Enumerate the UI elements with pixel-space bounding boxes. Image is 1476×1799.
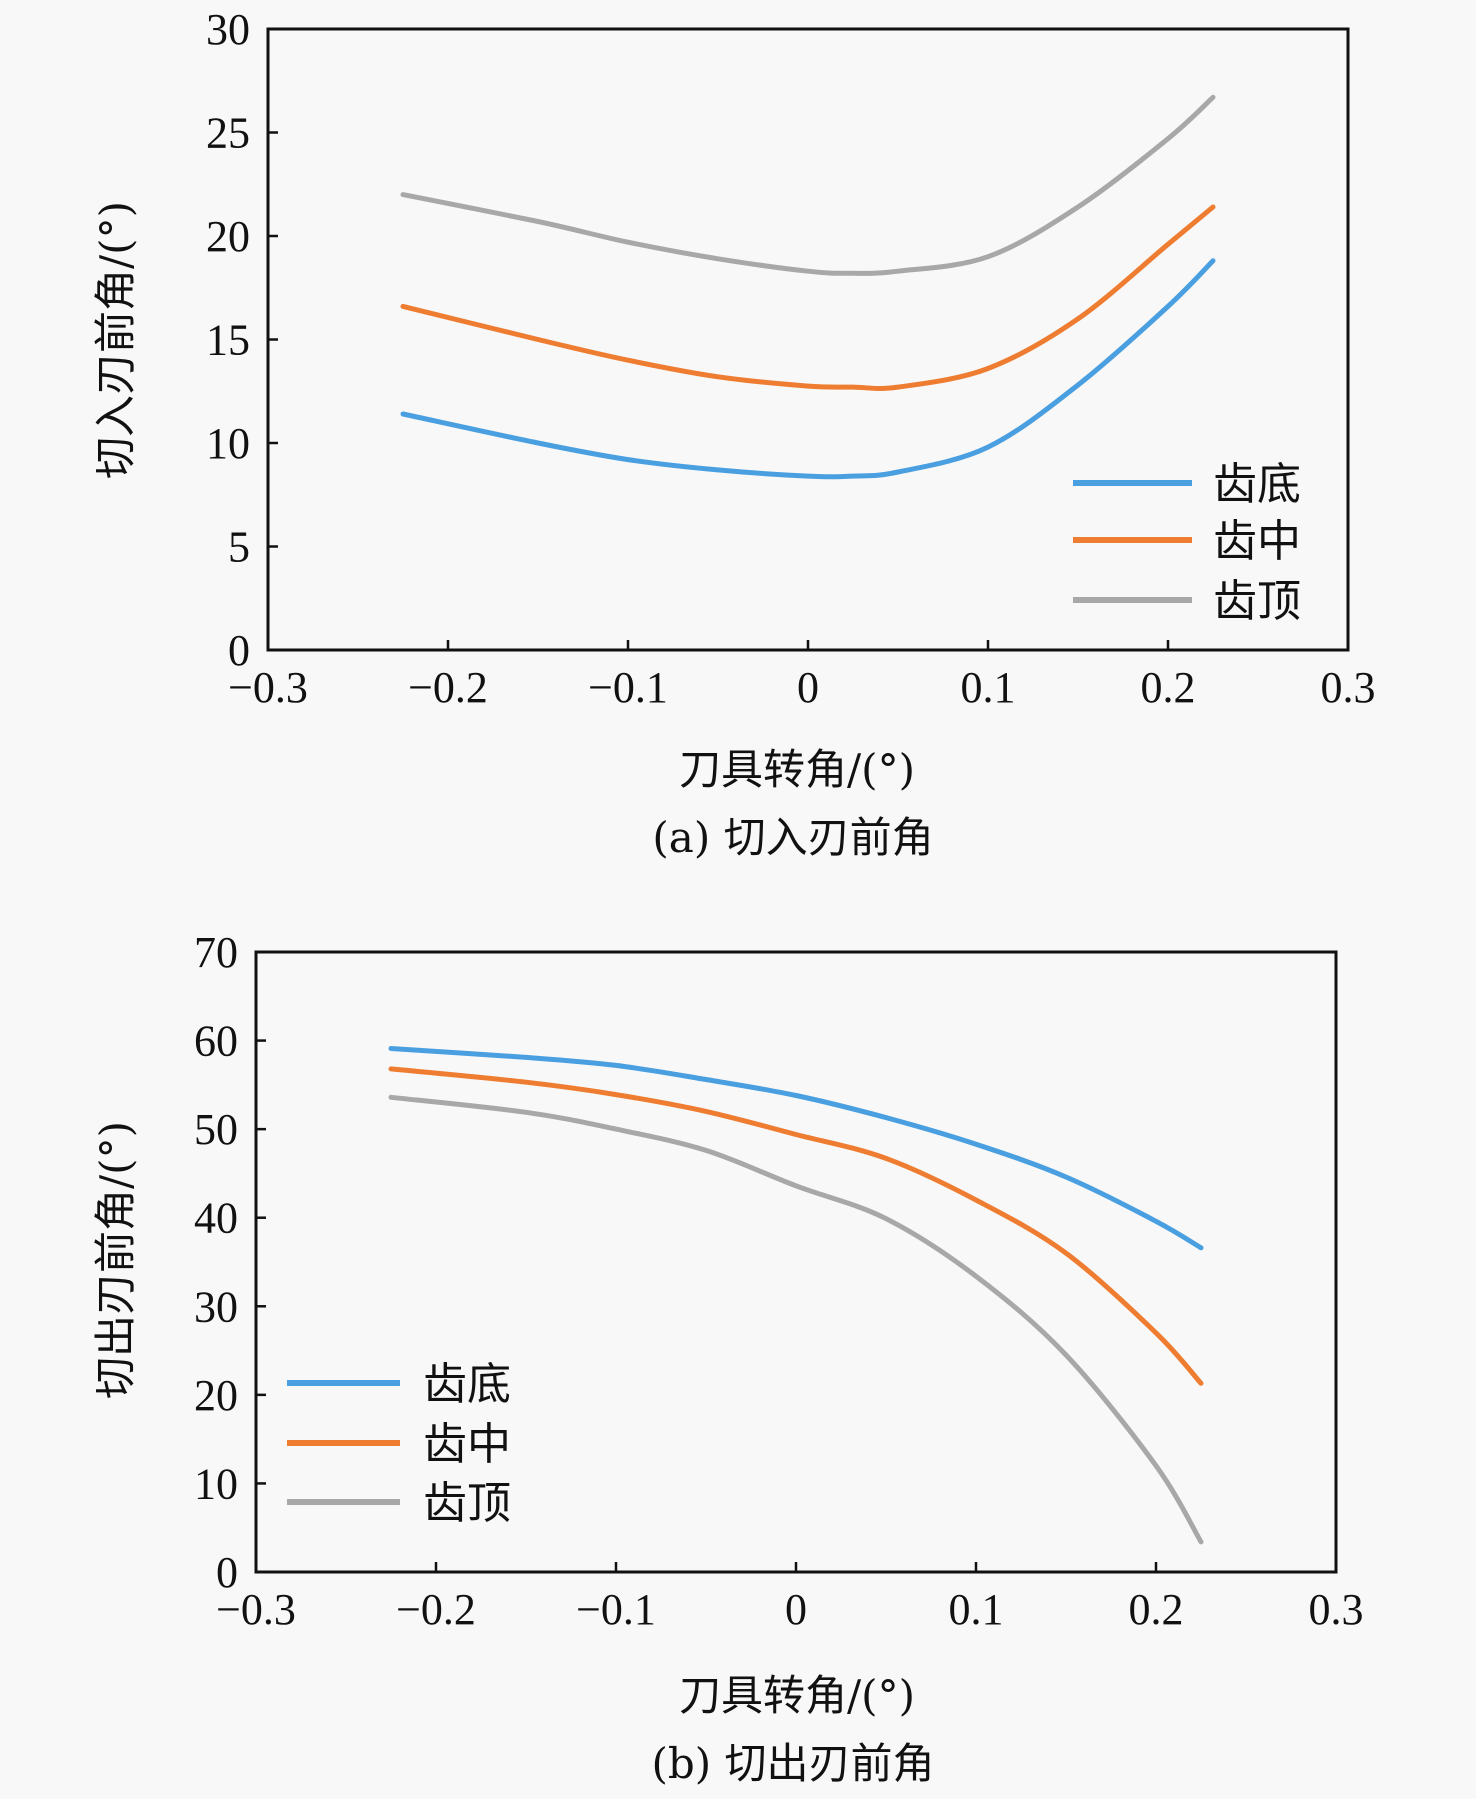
x-tick-label: 0.1 xyxy=(949,1585,1004,1634)
axis-ticks-a: −0.3 −0.2 −0.1 0 0.1 0.2 0.3 0 5 10 15 20 25 30 xyxy=(206,5,1376,712)
x-tick-label: 0 xyxy=(785,1585,807,1634)
y-tick-label: 10 xyxy=(206,419,250,468)
chart-panel-a: −0.3 −0.2 −0.1 0 0.1 0.2 0.3 0 5 10 15 20 25 30 齿底齿中齿… xyxy=(91,5,1376,862)
y-tick-label: 50 xyxy=(194,1105,238,1154)
x-tick-label: −0.2 xyxy=(408,663,488,712)
x-tick-label: −0.1 xyxy=(588,663,668,712)
x-tick-label: 0.3 xyxy=(1321,663,1376,712)
y-tick-label: 25 xyxy=(206,109,250,158)
chart-panel-b: −0.3 −0.2 −0.1 0 0.1 0.2 0.3 0 10 20 30 40 50 60 70 齿底… xyxy=(91,928,1364,1788)
y-tick-label: 40 xyxy=(194,1194,238,1243)
y-tick-label: 10 xyxy=(194,1459,238,1508)
series-group-b xyxy=(388,1046,1204,1545)
x-tick-label: −0.3 xyxy=(228,663,308,712)
plot-area-b xyxy=(254,950,1338,1574)
x-tick-label: 0.1 xyxy=(961,663,1016,712)
legend-label: 齿底 xyxy=(1213,459,1301,510)
legend-label: 齿底 xyxy=(423,1359,511,1410)
x-axis-title-b: 刀具转角/(°) xyxy=(679,1671,915,1720)
y-tick-label: 0 xyxy=(228,626,250,675)
y-tick-label: 20 xyxy=(194,1371,238,1420)
y-axis-title-b: 切出刃前角/(°) xyxy=(91,1121,140,1399)
y-tick-label: 0 xyxy=(216,1548,238,1597)
y-tick-label: 30 xyxy=(194,1282,238,1331)
y-tick-label: 60 xyxy=(194,1017,238,1066)
x-tick-label: 0 xyxy=(797,663,819,712)
x-tick-label: 0.2 xyxy=(1129,1585,1184,1634)
y-tick-label: 30 xyxy=(206,5,250,54)
series-line-tooth-tip xyxy=(388,1094,1204,1545)
y-axis-title-a: 切入刃前角/(°) xyxy=(91,201,140,479)
y-tick-label: 70 xyxy=(194,928,238,977)
y-tick-label: 15 xyxy=(206,316,250,365)
x-axis-title-a: 刀具转角/(°) xyxy=(679,745,915,794)
legend-label: 齿顶 xyxy=(1213,576,1301,627)
x-tick-label: −0.3 xyxy=(216,1585,296,1634)
legend-label: 齿顶 xyxy=(423,1478,511,1529)
legend-label: 齿中 xyxy=(423,1419,511,1470)
axis-ticks-b: −0.3 −0.2 −0.1 0 0.1 0.2 0.3 0 10 20 30 40 50 60 70 xyxy=(194,928,1364,1634)
x-tick-label: 0.2 xyxy=(1141,663,1196,712)
x-tick-label: 0.3 xyxy=(1309,1585,1364,1634)
x-tick-label: −0.2 xyxy=(396,1585,476,1634)
x-tick-label: −0.1 xyxy=(576,1585,656,1634)
y-tick-label: 20 xyxy=(206,212,250,261)
caption-b: (b) 切出刃前角 xyxy=(651,1739,934,1788)
series-line-tooth-middle xyxy=(388,1066,1204,1386)
y-tick-label: 5 xyxy=(228,523,250,572)
caption-a: (a) 切入刃前角 xyxy=(652,813,933,862)
plot-area-a xyxy=(266,27,1350,652)
series-group-a xyxy=(400,94,1216,480)
series-line-tooth-root xyxy=(388,1046,1204,1251)
legend-label: 齿中 xyxy=(1213,516,1301,567)
